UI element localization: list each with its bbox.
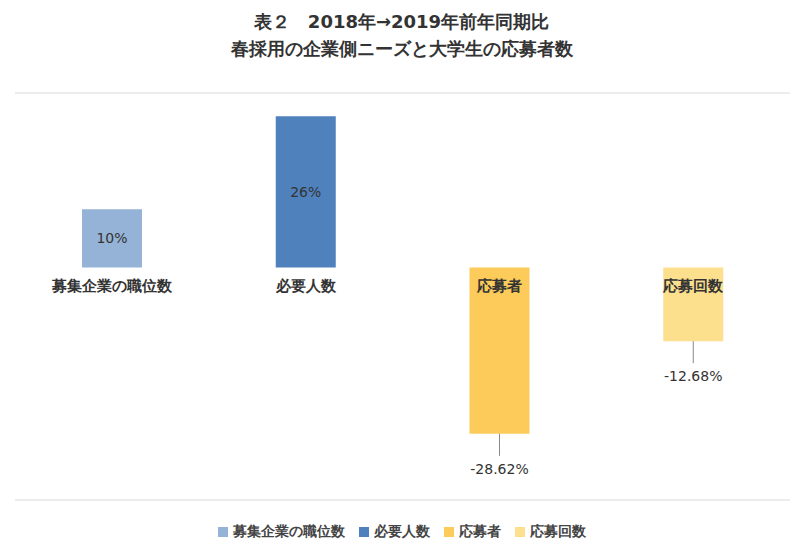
svg-text:応募回数: 応募回数 [662, 277, 724, 295]
html-text:必要人数: 必要人数 [374, 523, 430, 539]
svg-text:26%: 26% [290, 184, 321, 200]
html-text:表２ 2018年→2019年前年同期比: 表２ 2018年→2019年前年同期比 [253, 11, 550, 32]
svg-text:必要人数: 必要人数 [275, 277, 337, 295]
html-text:応募者: 応募者 [459, 523, 501, 539]
svg-text:-28.62%: -28.62% [470, 461, 528, 477]
svg-text:10%: 10% [96, 230, 127, 246]
svg-text:応募者: 応募者 [476, 277, 522, 295]
html-text:募集企業の職位数: 募集企業の職位数 [233, 523, 345, 539]
svg-text:募集企業の職位数: 募集企業の職位数 [51, 277, 173, 295]
html-text:春採用の企業側ニーズと大学生の応募者数: 春採用の企業側ニーズと大学生の応募者数 [230, 38, 573, 59]
html-text:応募回数: 応募回数 [530, 523, 586, 539]
svg-text:-12.68%: -12.68% [664, 368, 722, 384]
